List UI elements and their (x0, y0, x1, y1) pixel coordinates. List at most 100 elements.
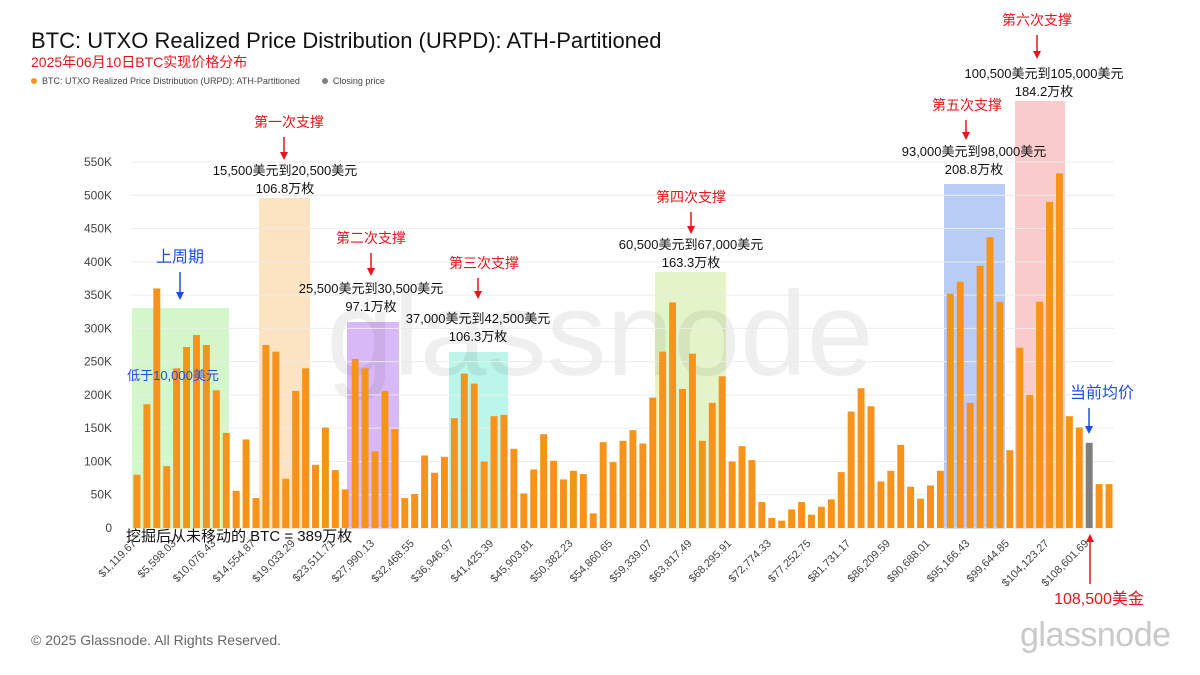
urpd-bar[interactable] (302, 368, 310, 528)
urpd-bar[interactable] (619, 440, 627, 528)
urpd-bar[interactable] (708, 402, 716, 528)
urpd-bar[interactable] (252, 498, 260, 528)
urpd-bar[interactable] (817, 506, 825, 528)
legend-item-closing-price[interactable]: Closing price (321, 76, 385, 86)
urpd-bar[interactable] (1046, 201, 1053, 528)
urpd-bar[interactable] (629, 430, 637, 528)
urpd-bar[interactable] (728, 461, 736, 528)
urpd-bar[interactable] (847, 411, 855, 528)
urpd-bar[interactable] (1105, 484, 1113, 528)
urpd-bar[interactable] (1036, 301, 1044, 528)
urpd-bar[interactable] (669, 302, 677, 528)
urpd-bar[interactable] (599, 442, 607, 528)
closing-price-bar[interactable] (1085, 442, 1093, 528)
urpd-bar[interactable] (341, 489, 349, 528)
urpd-bar[interactable] (312, 464, 319, 528)
urpd-bar[interactable] (887, 470, 895, 528)
urpd-bar[interactable] (1075, 427, 1083, 528)
urpd-bar[interactable] (272, 351, 280, 528)
urpd-bar[interactable] (470, 383, 478, 528)
urpd-bar[interactable] (212, 390, 220, 528)
urpd-bar[interactable] (639, 443, 647, 528)
urpd-bar[interactable] (530, 469, 538, 528)
urpd-bar[interactable] (153, 288, 161, 528)
urpd-bar[interactable] (946, 293, 954, 528)
urpd-bar[interactable] (688, 353, 696, 528)
urpd-bar[interactable] (202, 345, 210, 528)
urpd-bar[interactable] (1016, 347, 1024, 528)
urpd-bar[interactable] (371, 451, 379, 528)
urpd-bar[interactable] (679, 388, 686, 528)
urpd-bar[interactable] (827, 499, 835, 528)
urpd-bar[interactable] (173, 368, 181, 528)
urpd-bar[interactable] (351, 358, 359, 528)
urpd-bar[interactable] (569, 470, 577, 528)
urpd-bar[interactable] (609, 462, 617, 528)
urpd-bar[interactable] (500, 414, 508, 528)
urpd-bar[interactable] (986, 237, 994, 528)
urpd-bar[interactable] (718, 376, 726, 528)
urpd-bar[interactable] (1026, 394, 1034, 528)
urpd-bar[interactable] (401, 498, 409, 528)
urpd-bar[interactable] (589, 513, 597, 528)
urpd-bar[interactable] (232, 490, 240, 528)
urpd-bar[interactable] (411, 494, 419, 528)
urpd-bar[interactable] (778, 520, 786, 528)
legend-item-urpd[interactable]: BTC: UTXO Realized Price Distribution (U… (31, 76, 300, 86)
urpd-bar[interactable] (391, 428, 399, 528)
urpd-bar[interactable] (550, 460, 558, 528)
urpd-bar[interactable] (1095, 484, 1103, 528)
urpd-bar[interactable] (798, 502, 806, 528)
urpd-bar[interactable] (222, 432, 230, 528)
urpd-bar[interactable] (282, 478, 290, 528)
urpd-bar[interactable] (262, 345, 270, 528)
urpd-bar[interactable] (788, 509, 796, 528)
urpd-bar[interactable] (292, 390, 300, 528)
urpd-bar[interactable] (807, 514, 815, 528)
urpd-bar[interactable] (321, 427, 329, 528)
urpd-bar[interactable] (450, 418, 458, 528)
urpd-bar[interactable] (1006, 450, 1014, 528)
urpd-bar[interactable] (242, 439, 250, 528)
urpd-bar[interactable] (1065, 416, 1073, 528)
urpd-bar[interactable] (440, 456, 448, 528)
urpd-bar[interactable] (183, 347, 191, 528)
urpd-bar[interactable] (143, 404, 151, 528)
urpd-bar[interactable] (480, 461, 488, 528)
urpd-bar[interactable] (758, 502, 766, 528)
urpd-bar[interactable] (917, 498, 925, 528)
urpd-bar[interactable] (698, 440, 706, 528)
urpd-bar[interactable] (431, 472, 438, 528)
urpd-bar[interactable] (460, 373, 468, 528)
urpd-bar[interactable] (133, 474, 141, 528)
urpd-bar[interactable] (361, 368, 369, 528)
urpd-bar[interactable] (193, 335, 200, 528)
urpd-bar[interactable] (996, 301, 1004, 528)
urpd-bar[interactable] (768, 518, 776, 528)
urpd-bar[interactable] (877, 481, 885, 528)
urpd-bar[interactable] (490, 416, 498, 528)
urpd-bar[interactable] (936, 470, 944, 528)
urpd-bar[interactable] (540, 434, 548, 528)
urpd-bar[interactable] (659, 351, 667, 528)
urpd-bar[interactable] (976, 265, 984, 528)
urpd-bar[interactable] (381, 390, 389, 528)
urpd-bar[interactable] (927, 485, 934, 528)
urpd-bar[interactable] (857, 388, 865, 528)
urpd-bar[interactable] (579, 474, 587, 528)
urpd-bar[interactable] (649, 397, 657, 528)
urpd-bar[interactable] (748, 460, 756, 528)
urpd-bar[interactable] (738, 446, 746, 528)
urpd-bar[interactable] (966, 402, 974, 528)
urpd-bar[interactable] (560, 479, 567, 528)
urpd-bar[interactable] (867, 406, 875, 528)
urpd-bar[interactable] (510, 448, 518, 528)
urpd-bar[interactable] (897, 444, 905, 528)
urpd-bar[interactable] (907, 486, 915, 528)
urpd-bar[interactable] (163, 466, 171, 528)
urpd-bar[interactable] (520, 493, 528, 528)
urpd-bar[interactable] (421, 455, 429, 528)
urpd-bar[interactable] (331, 470, 339, 528)
urpd-bar[interactable] (837, 472, 845, 528)
urpd-bar[interactable] (956, 281, 964, 528)
